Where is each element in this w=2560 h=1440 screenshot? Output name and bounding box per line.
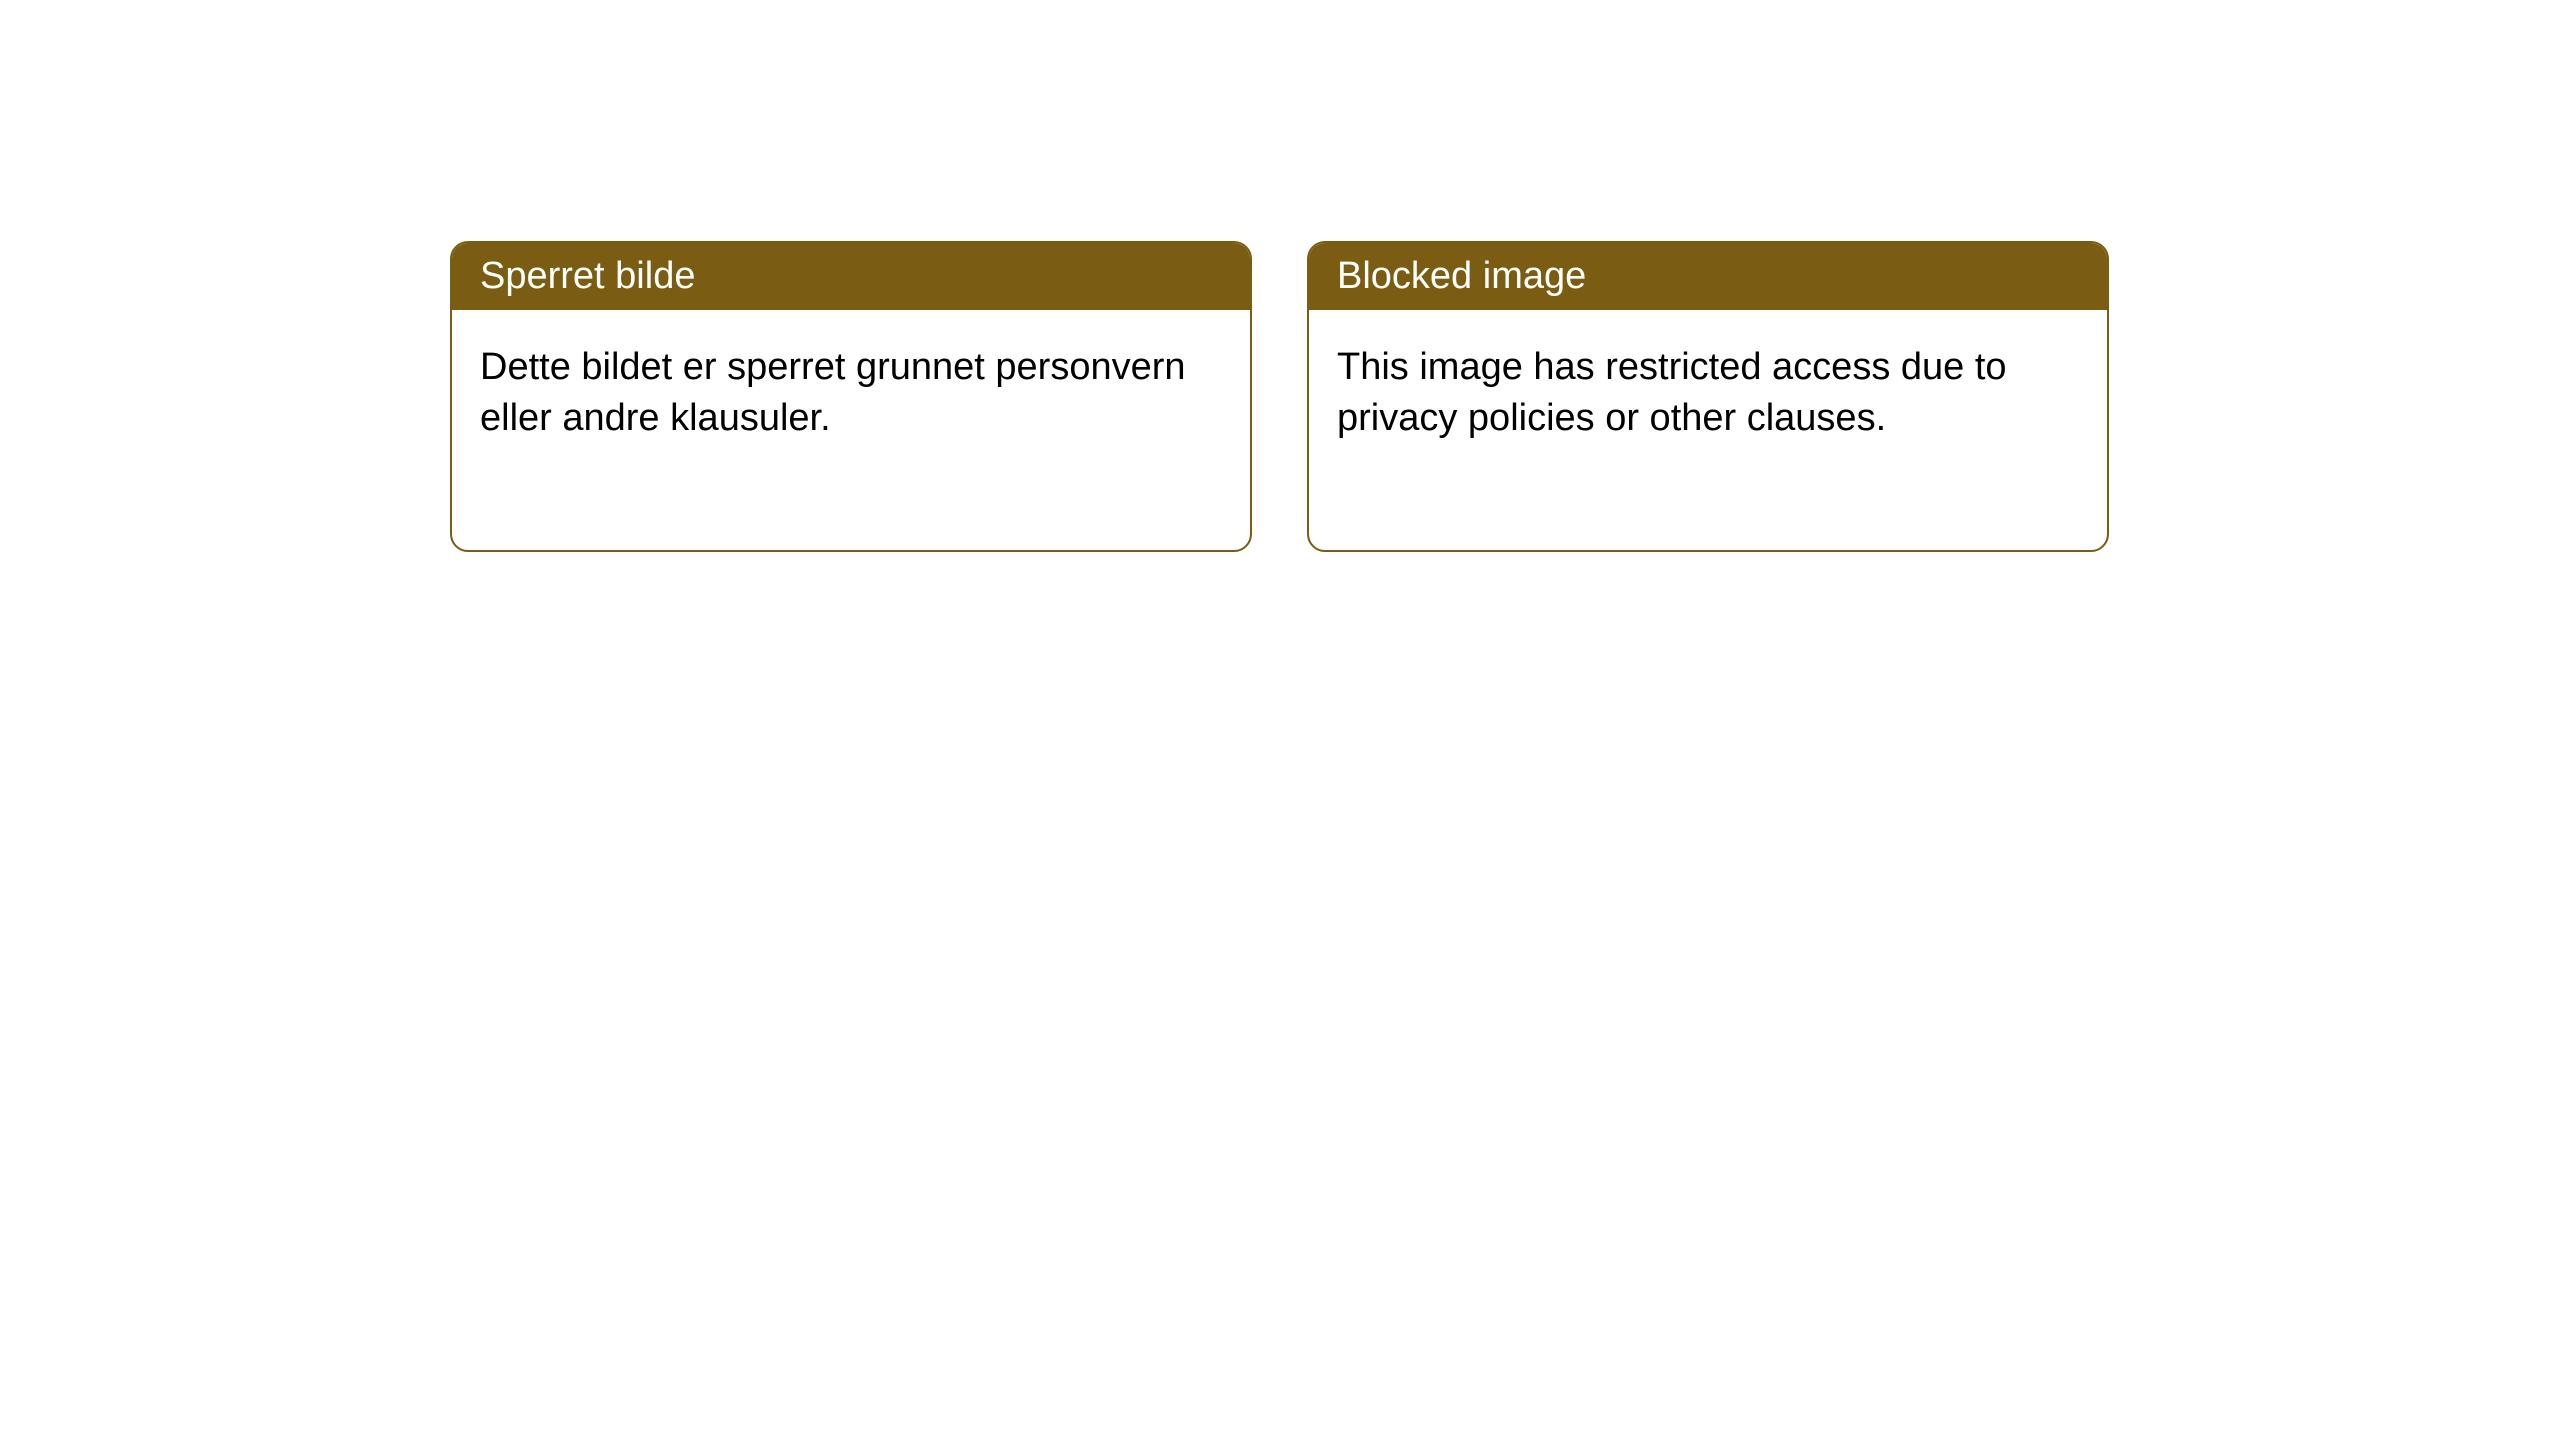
card-body: Dette bildet er sperret grunnet personve… (452, 310, 1250, 550)
card-header: Blocked image (1309, 243, 2107, 310)
notice-cards-container: Sperret bilde Dette bildet er sperret gr… (450, 241, 2109, 552)
card-header: Sperret bilde (452, 243, 1250, 310)
card-body: This image has restricted access due to … (1309, 310, 2107, 550)
notice-card-english: Blocked image This image has restricted … (1307, 241, 2109, 552)
card-title: Blocked image (1337, 255, 1586, 297)
card-body-text: Dette bildet er sperret grunnet personve… (480, 346, 1186, 439)
card-body-text: This image has restricted access due to … (1337, 346, 2007, 439)
card-title: Sperret bilde (480, 255, 695, 297)
notice-card-norwegian: Sperret bilde Dette bildet er sperret gr… (450, 241, 1252, 552)
